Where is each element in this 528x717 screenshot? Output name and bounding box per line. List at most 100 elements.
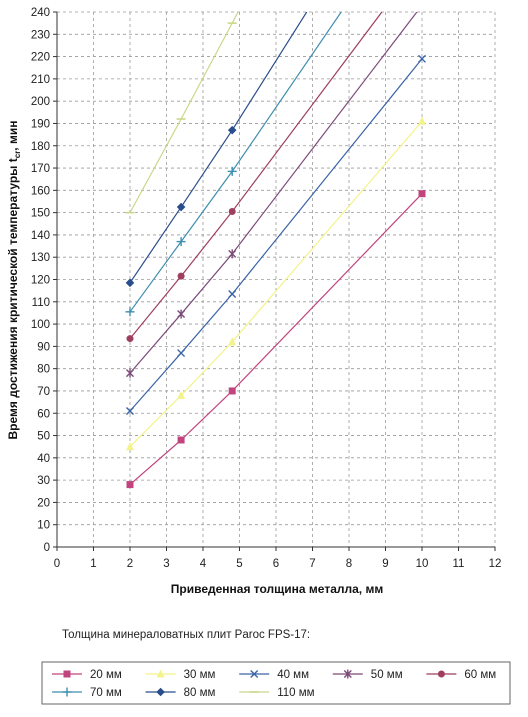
- y-tick-label: 0: [44, 542, 50, 554]
- legend-swatch-marker: [437, 670, 445, 678]
- legend-box: [41, 661, 511, 705]
- y-axis-title-main: Время достижения критической температуры…: [6, 158, 20, 439]
- x-tick-label: 4: [200, 558, 207, 570]
- series-line-4: [129, 12, 383, 339]
- marker-layer: [125, 22, 426, 489]
- legend-label: 110 мм: [277, 687, 314, 699]
- data-point: [126, 481, 134, 489]
- y-tick-label: 80: [37, 364, 50, 376]
- x-tick-label: 6: [273, 558, 279, 570]
- y-axis-title: Время достижения критической температуры…: [6, 121, 22, 440]
- y-tick-label: 10: [37, 520, 50, 532]
- data-point: [177, 436, 185, 444]
- data-point: [228, 289, 237, 298]
- data-point: [418, 116, 426, 125]
- series-line-1: [129, 120, 423, 448]
- data-point: [228, 208, 236, 216]
- legend-item: 60 мм: [426, 669, 496, 681]
- y-tick-label: 190: [31, 118, 50, 130]
- y-tick-label: 230: [31, 29, 50, 41]
- legend-item: 110 мм: [239, 687, 315, 699]
- x-axis-title: Приведенная толщина металла, мм: [171, 582, 384, 596]
- legend-swatch-marker: [62, 687, 72, 697]
- y-tick-label: 180: [31, 141, 50, 153]
- data-point: [126, 335, 134, 343]
- legend-title: Толщина минераловатных плит Paroc FPS-17…: [62, 629, 310, 641]
- x-tick-label: 9: [382, 558, 388, 570]
- data-point: [176, 237, 186, 247]
- y-tick-label: 30: [37, 475, 50, 487]
- data-point: [418, 190, 426, 198]
- y-tick-label: 50: [37, 431, 50, 443]
- axes: [53, 11, 496, 551]
- legend-item: 40 мм: [239, 669, 309, 681]
- x-tick-label: 11: [453, 558, 465, 570]
- legend-swatch-marker: [156, 687, 165, 697]
- y-tick-label: 100: [31, 319, 50, 331]
- series-line-0: [129, 193, 423, 486]
- legend-label: 20 мм: [90, 669, 122, 681]
- legend: 20 мм 30 мм 40 мм 50 мм 60 мм 70 мм 80 мм 110 м…: [41, 661, 511, 705]
- series-line-3: [129, 12, 418, 374]
- data-point: [177, 349, 186, 358]
- y-axis-title-suffix: , мин: [6, 121, 20, 151]
- legend-item: 80 мм: [145, 687, 216, 699]
- legend-item: 30 мм: [145, 669, 216, 681]
- series-layer: [129, 12, 423, 486]
- legend-item: 20 мм: [52, 669, 122, 681]
- legend-label: 30 мм: [184, 669, 216, 681]
- data-point: [177, 272, 185, 280]
- y-axis-title-sub: cr: [13, 151, 22, 159]
- y-tick-label: 20: [37, 497, 50, 509]
- legend-swatch-marker: [250, 670, 259, 678]
- data-point: [126, 368, 134, 378]
- data-point: [228, 387, 236, 395]
- data-point: [125, 307, 135, 317]
- y-tick-label: 210: [31, 74, 50, 86]
- y-tick-label: 70: [37, 386, 50, 398]
- legend-swatch-marker: [156, 669, 165, 678]
- legend-swatch-marker: [63, 670, 71, 678]
- y-tick-label: 140: [31, 230, 50, 242]
- data-point: [126, 407, 134, 416]
- tick-labels: 0 1 2 3 4 5 6 7 8 9 10 11 12010203040506070809010011…: [31, 7, 502, 570]
- data-point: [228, 249, 237, 259]
- legend-label: 80 мм: [184, 687, 216, 699]
- legend-item: 70 мм: [52, 687, 122, 699]
- y-tick-label: 120: [31, 275, 50, 287]
- y-tick-label: 40: [37, 453, 50, 465]
- x-tick-label: 7: [309, 558, 315, 570]
- y-tick-label: 110: [32, 297, 50, 309]
- data-point: [227, 166, 237, 176]
- x-tick-label: 8: [346, 558, 352, 570]
- y-tick-label: 170: [31, 163, 50, 175]
- series-line-2: [129, 58, 423, 412]
- x-tick-label: 5: [236, 558, 242, 570]
- y-tick-label: 160: [31, 185, 50, 197]
- data-point: [177, 390, 186, 399]
- y-tick-label: 220: [31, 52, 50, 64]
- y-tick-label: 240: [31, 7, 50, 19]
- legend-label: 70 мм: [90, 687, 122, 699]
- data-point: [177, 309, 186, 319]
- data-point: [418, 54, 426, 63]
- legend-label: 40 мм: [277, 669, 309, 681]
- x-tick-label: 10: [416, 558, 429, 570]
- legend-item: 50 мм: [332, 669, 403, 681]
- data-point: [125, 278, 135, 288]
- y-tick-label: 60: [37, 408, 50, 420]
- y-tick-label: 90: [37, 341, 50, 353]
- x-tick-label: 12: [489, 558, 502, 570]
- x-tick-label: 0: [54, 558, 60, 570]
- legend-label: 50 мм: [371, 669, 403, 681]
- y-tick-label: 200: [31, 96, 50, 108]
- data-point: [228, 337, 237, 346]
- y-tick-label: 150: [31, 208, 50, 220]
- legend-label: 60 мм: [464, 669, 496, 681]
- x-tick-label: 1: [90, 558, 96, 570]
- grid: [57, 11, 496, 547]
- data-point: [126, 442, 134, 451]
- y-tick-label: 130: [31, 252, 50, 264]
